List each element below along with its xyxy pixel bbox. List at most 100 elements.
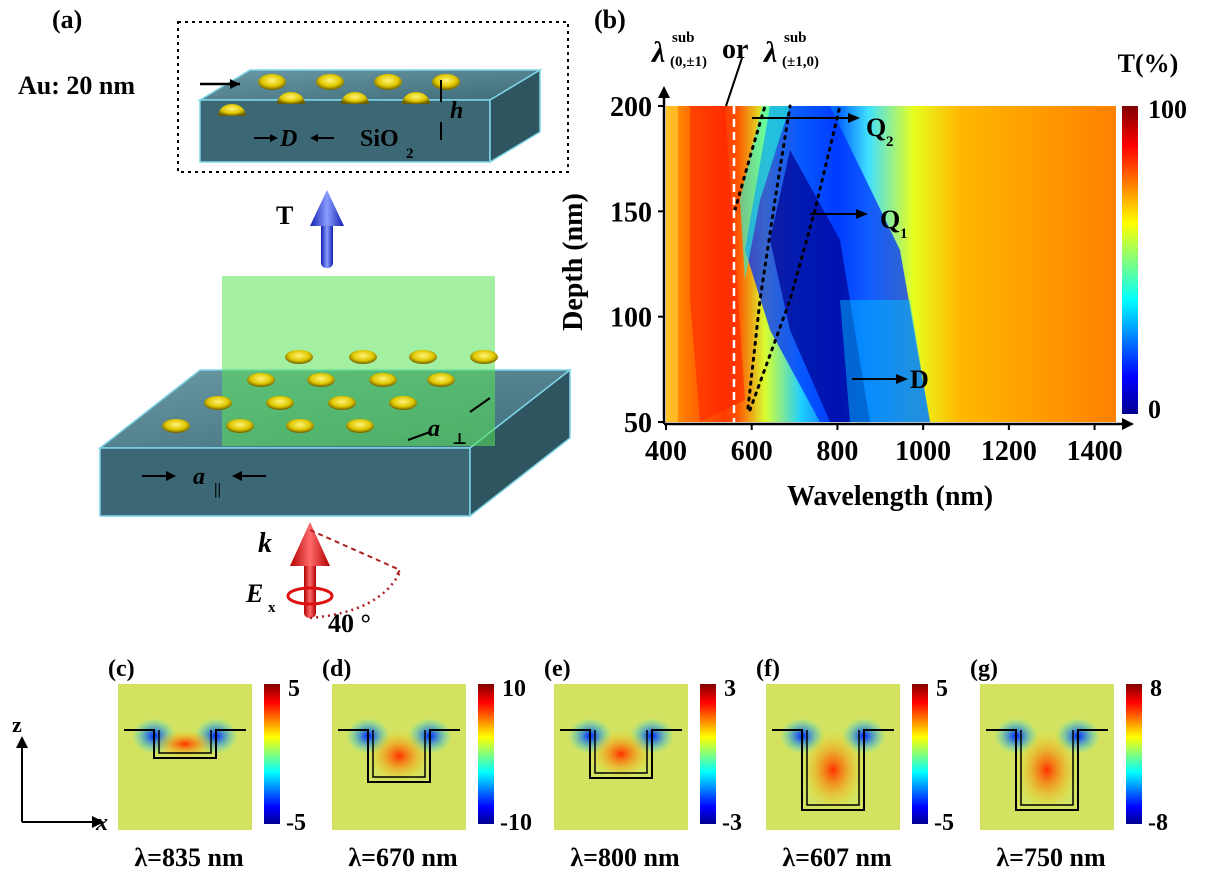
sub1-superscript: sub xyxy=(672,30,695,46)
field-wavelength-label: λ=750 nm xyxy=(996,843,1106,872)
sub2-superscript: sub xyxy=(784,30,807,46)
field-panel: (g) 8 -8 λ=750 nm xyxy=(970,656,1168,872)
x-tick-label: 400 xyxy=(645,436,687,467)
hole-outline xyxy=(124,729,246,759)
y-tick-label: 50 xyxy=(624,408,652,439)
sub2-subscript: (±1,0) xyxy=(782,54,819,70)
field-panel-label: (g) xyxy=(970,656,998,682)
panel-a-label: (a) xyxy=(52,5,82,34)
hole-outline xyxy=(560,729,682,779)
or-text: or xyxy=(722,34,748,65)
field-colorbar-max: 5 xyxy=(936,676,948,702)
field-panel-label: (e) xyxy=(544,656,571,682)
a-par-subscript: || xyxy=(214,481,221,498)
q1-label: Q xyxy=(880,205,900,234)
inset-slab xyxy=(197,68,543,164)
q2-subscript: 2 xyxy=(886,134,894,150)
field-lobe-positive xyxy=(1016,730,1078,810)
field-panel: (d) 10 -10 λ=670 nm xyxy=(322,656,532,872)
panel-b-label: (b) xyxy=(594,5,626,34)
q1-subscript: 1 xyxy=(900,226,908,242)
q2-dotted-curve xyxy=(746,104,792,410)
q2-label: Q xyxy=(866,113,886,142)
axes-reference: z x xyxy=(12,712,108,836)
field-colorbar xyxy=(1126,684,1142,824)
d-diameter-label: D xyxy=(279,126,297,152)
hole-outline xyxy=(986,729,1108,811)
x-tick-label: 1000 xyxy=(895,436,951,467)
ra-red-stripe xyxy=(690,106,745,422)
k-label: k xyxy=(258,528,272,559)
field-panel: (f) 5 -5 λ=607 nm xyxy=(756,656,954,872)
x-tick-label: 800 xyxy=(816,436,858,467)
field-colorbar-max: 8 xyxy=(1150,676,1162,702)
panel-a: (a) Au: 20 nm h D xyxy=(18,5,573,638)
q1-core xyxy=(770,150,870,422)
x-tick-label: 1200 xyxy=(981,436,1037,467)
angle-arc xyxy=(309,571,402,620)
field-colorbar-max: 10 xyxy=(502,676,526,702)
d-mode-label: D xyxy=(910,365,929,394)
y-tick-label: 150 xyxy=(610,197,652,228)
sio2-subscript: 2 xyxy=(406,146,414,162)
field-lobe-positive xyxy=(802,730,864,810)
field-colorbar xyxy=(700,684,716,824)
field-colorbar-min: -10 xyxy=(500,810,532,836)
hole-inner-outline xyxy=(1020,730,1074,806)
x-tick-labels: 400 600 800 1000 1200 1400 xyxy=(645,424,1123,467)
t-label: T xyxy=(276,201,293,230)
colorbar-min: 0 xyxy=(1148,395,1161,424)
a-perp-subscript: ⊥ xyxy=(452,431,467,448)
au-thickness-label: Au: 20 nm xyxy=(18,71,135,100)
sub1-subscript: (0,±1) xyxy=(670,54,707,70)
hole-inner-outline xyxy=(372,730,426,778)
field-panel: (c) 5 -5 λ=835 nm xyxy=(108,656,306,872)
hole-inner-outline xyxy=(806,730,860,806)
colorbar-max: 100 xyxy=(1148,95,1187,124)
colorbar-title: T(%) xyxy=(1118,49,1179,78)
field-lobe-positive xyxy=(590,730,652,778)
field-panel-label: (d) xyxy=(322,656,351,682)
field-panels: (c) 5 -5 λ=835 nm (d) 10 -10 λ=670 nm (e) 3 -3 λ=80… xyxy=(108,656,1168,872)
field-lobe-positive xyxy=(154,730,216,758)
y-tick-labels: 50 100 150 200 xyxy=(610,92,664,439)
oblique-direction xyxy=(309,529,402,577)
q1-dotted-curve xyxy=(748,104,842,412)
a-par-label: a xyxy=(193,464,205,490)
sio2-label: SiO xyxy=(360,126,399,152)
field-colorbar xyxy=(264,684,280,824)
field-colorbar-min: -8 xyxy=(1148,810,1168,836)
y-tick-label: 200 xyxy=(610,92,652,123)
field-colorbar-min: -3 xyxy=(722,810,742,836)
main-holes xyxy=(162,350,498,433)
a-perp-label: a xyxy=(428,416,440,442)
colorbar xyxy=(1122,106,1138,414)
hole-inner-outline xyxy=(158,730,212,754)
d-mode-region xyxy=(840,300,930,422)
inset-holes xyxy=(218,74,460,116)
inset-frame xyxy=(177,21,569,173)
x-axis-title: Wavelength (nm) xyxy=(787,481,993,512)
field-colorbar-max: 5 xyxy=(288,676,300,702)
lambda-symbol-1: λ xyxy=(650,36,665,69)
h-label: h xyxy=(450,98,463,124)
hole-outline xyxy=(772,729,894,811)
field-wavelength-label: λ=835 nm xyxy=(134,843,244,872)
lambda-symbol-2: λ xyxy=(762,36,777,69)
z-axis-label: z xyxy=(12,712,22,737)
field-wavelength-label: λ=800 nm xyxy=(570,843,680,872)
field-colorbar-max: 3 xyxy=(724,676,736,702)
x-tick-label: 600 xyxy=(731,436,773,467)
field-colorbar xyxy=(912,684,928,824)
field-wavelength-label: λ=670 nm xyxy=(348,843,458,872)
field-panel-label: (f) xyxy=(756,656,780,682)
x-tick-label: 1400 xyxy=(1067,436,1123,467)
e-field-label: E xyxy=(245,579,263,608)
y-tick-label: 100 xyxy=(610,303,652,334)
angle-label: 40 ° xyxy=(328,609,371,638)
e-field-subscript: x xyxy=(268,600,276,616)
field-colorbar xyxy=(478,684,494,824)
field-panel-label: (c) xyxy=(108,656,135,682)
